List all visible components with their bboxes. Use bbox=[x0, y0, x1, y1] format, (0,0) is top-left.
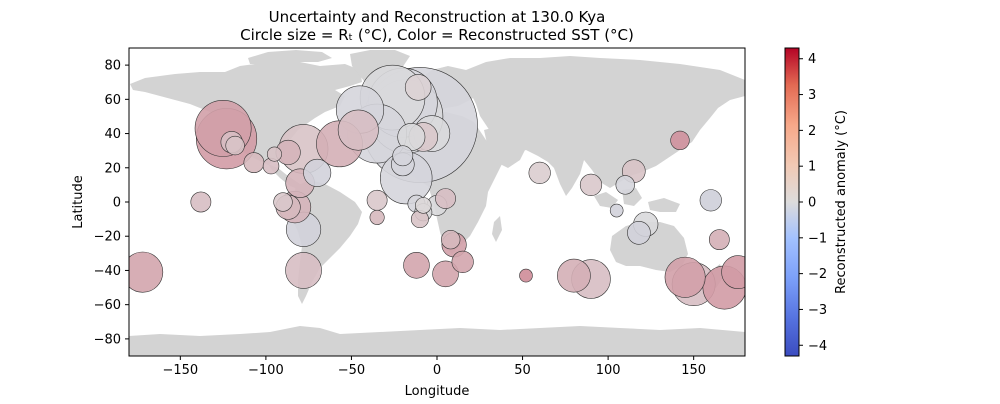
colorbar-tick-label: 1 bbox=[808, 160, 816, 175]
land-arabia bbox=[484, 126, 526, 168]
chart-subtitle: Circle size = Rₜ (°C), Color = Reconstru… bbox=[240, 26, 634, 44]
x-tick-label: 150 bbox=[681, 363, 706, 378]
land-asia bbox=[466, 56, 745, 188]
y-tick-label: −80 bbox=[94, 332, 121, 347]
data-point bbox=[303, 158, 332, 187]
data-point bbox=[528, 161, 551, 185]
x-tick-label: −50 bbox=[338, 363, 365, 378]
data-point bbox=[190, 191, 212, 213]
data-point bbox=[721, 255, 745, 290]
colorbar-tick-label: 2 bbox=[808, 124, 816, 139]
colorbar-tick-label: −4 bbox=[808, 339, 827, 354]
colorbar-label: Reconstructed anomaly (°C) bbox=[834, 110, 849, 294]
colorbar-tick-label: −3 bbox=[808, 303, 827, 318]
data-point bbox=[273, 192, 293, 212]
land-madagascar bbox=[492, 216, 502, 242]
data-points-layer bbox=[129, 64, 745, 310]
x-tick-label: −100 bbox=[248, 363, 284, 378]
data-point bbox=[266, 146, 282, 162]
data-point bbox=[615, 175, 635, 195]
data-point bbox=[579, 173, 603, 196]
data-point bbox=[519, 268, 533, 283]
x-tick-label: 50 bbox=[514, 363, 531, 378]
land-indonesia-west bbox=[594, 192, 618, 208]
colorbar-gradient bbox=[784, 47, 800, 357]
data-point bbox=[557, 258, 591, 293]
data-point bbox=[243, 152, 265, 174]
y-tick-label: 20 bbox=[104, 161, 121, 176]
chart-title: Uncertainty and Reconstruction at 130.0 … bbox=[269, 8, 606, 26]
data-point bbox=[404, 74, 432, 101]
colorbar-tick-label: 3 bbox=[808, 88, 816, 103]
data-point bbox=[403, 252, 430, 279]
data-point bbox=[369, 209, 385, 225]
data-point bbox=[337, 109, 379, 151]
land-antarctica bbox=[129, 326, 745, 356]
data-point bbox=[451, 250, 474, 273]
x-tick-label: 0 bbox=[433, 363, 441, 378]
y-axis-label: Latitude bbox=[71, 175, 86, 229]
data-point bbox=[708, 229, 730, 251]
y-tick-label: 0 bbox=[113, 196, 121, 211]
data-point bbox=[441, 229, 461, 250]
plot-area bbox=[129, 48, 745, 356]
land-japan bbox=[660, 108, 676, 134]
data-point bbox=[664, 256, 706, 298]
data-point bbox=[670, 130, 690, 151]
land-arctic-islands bbox=[248, 50, 332, 64]
data-point bbox=[415, 197, 432, 214]
colorbar-tick-label: −2 bbox=[808, 267, 827, 282]
data-point bbox=[225, 135, 245, 156]
data-point bbox=[699, 189, 722, 212]
y-axis: −80 −60 −40 −20 0 20 40 60 80 bbox=[94, 59, 129, 347]
data-point bbox=[627, 220, 651, 245]
colorbar-tick-label: −1 bbox=[808, 231, 827, 246]
data-point bbox=[392, 145, 414, 167]
y-tick-label: −20 bbox=[94, 230, 121, 245]
y-tick-label: −40 bbox=[94, 264, 121, 279]
colorbar-ticks: −4 −3 −2 −1 0 1 2 3 4 bbox=[799, 52, 827, 354]
x-axis-label: Longitude bbox=[405, 384, 470, 399]
data-point bbox=[366, 189, 388, 211]
x-axis: −150 −100 −50 0 50 100 150 bbox=[162, 356, 706, 378]
data-point bbox=[285, 252, 322, 289]
data-point bbox=[129, 251, 164, 293]
land-new-guinea bbox=[648, 198, 680, 212]
y-tick-label: 80 bbox=[104, 59, 121, 74]
data-point bbox=[435, 188, 456, 209]
data-point bbox=[609, 203, 624, 218]
y-tick-label: 40 bbox=[104, 127, 121, 142]
colorbar-tick-label: 4 bbox=[808, 52, 816, 67]
colorbar: −4 −3 −2 −1 0 1 2 3 4 Reconstructed anomaly (°C) bbox=[784, 47, 849, 357]
x-tick-label: 100 bbox=[596, 363, 621, 378]
colorbar-tick-label: 0 bbox=[808, 196, 816, 211]
x-tick-label: −150 bbox=[162, 363, 198, 378]
data-point bbox=[432, 260, 459, 288]
y-tick-label: −60 bbox=[94, 298, 121, 313]
y-tick-label: 60 bbox=[104, 93, 121, 108]
land-india bbox=[554, 150, 584, 196]
